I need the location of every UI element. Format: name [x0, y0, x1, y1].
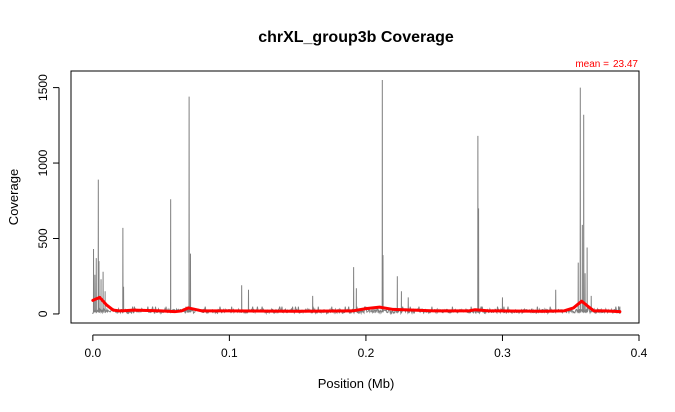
- y-axis-label: Coverage: [6, 169, 21, 225]
- y-tick-label: 1500: [36, 74, 50, 101]
- coverage-series: [92, 80, 621, 316]
- smoothed-line: [91, 295, 622, 314]
- x-tick-label: 0.3: [494, 346, 511, 360]
- x-tick-label: 0.4: [631, 346, 648, 360]
- y-tick-label: 500: [36, 228, 50, 248]
- chart-title: chrXL_group3b Coverage: [258, 29, 454, 46]
- mean-label: mean =: [575, 59, 609, 70]
- smoothed-series: [91, 295, 622, 314]
- x-tick-label: 0.1: [221, 346, 238, 360]
- x-tick-label: 0.0: [85, 346, 102, 360]
- y-tick-label: 1000: [36, 149, 50, 176]
- mean-value: 23.47: [613, 59, 638, 70]
- x-tick-label: 0.2: [358, 346, 375, 360]
- y-tick-label: 0: [36, 310, 50, 317]
- x-axis-label: Position (Mb): [318, 376, 395, 391]
- plot-frame: [70, 70, 640, 324]
- coverage-line: [92, 80, 621, 316]
- mean-annotation: mean = 23.47: [575, 59, 638, 70]
- axes: 0.0 0.1 0.2 0.3 0.4 0 500 1000 1500: [36, 74, 648, 360]
